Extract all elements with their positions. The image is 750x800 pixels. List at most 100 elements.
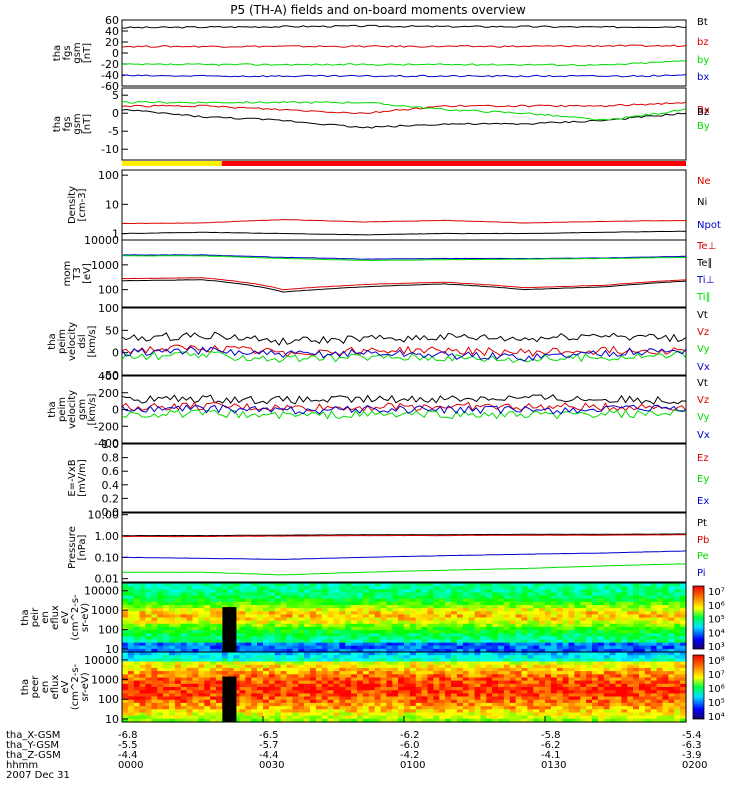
spectrogram-cell: [321, 664, 329, 669]
spectrogram-cell: [527, 648, 534, 653]
spectrogram-cell: [627, 652, 634, 656]
spectrogram-cell: [662, 683, 669, 688]
spectrogram-cell: [357, 655, 364, 659]
spectrogram-cell: [321, 630, 329, 634]
spectrogram-cell: [304, 583, 311, 587]
spectrogram-cell: [122, 598, 129, 603]
spectrogram-cell: [445, 712, 452, 717]
spectrogram-cell: [139, 699, 147, 704]
spectrogram-cell: [398, 611, 405, 615]
spectrogram-cell: [521, 620, 528, 625]
spectrogram-cell: [268, 639, 276, 644]
spectrogram-cell: [421, 683, 429, 688]
spectrogram-cell: [157, 589, 164, 593]
spectrogram-cell: [474, 671, 481, 675]
spectrogram-cell: [468, 715, 476, 720]
spectrogram-cell: [210, 671, 217, 675]
spectrogram-cell: [662, 652, 669, 656]
spectrogram-cell: [539, 639, 546, 644]
spectrogram-cell: [439, 667, 446, 672]
y-axis-label: [nT]: [82, 43, 93, 63]
spectrogram-cell: [445, 598, 452, 603]
spectrogram-cell: [627, 699, 634, 704]
spectrogram-cell: [515, 608, 523, 612]
spectrogram-cell: [221, 583, 229, 587]
spectrogram-cell: [151, 592, 158, 597]
spectrogram-cell: [480, 664, 487, 669]
spectrogram-cell: [633, 677, 640, 682]
spectrogram-cell: [521, 690, 528, 694]
spectrogram-cell: [404, 611, 411, 615]
spectrogram-cell: [451, 699, 458, 704]
spectrogram-cell: [257, 595, 264, 600]
spectrogram-cell: [169, 605, 176, 609]
spectrogram-cell: [656, 648, 664, 653]
spectrogram-cell: [163, 687, 170, 691]
spectrogram-cell: [433, 608, 440, 612]
spectrogram-cell: [257, 636, 264, 640]
spectrogram-cell: [298, 712, 305, 717]
spectrogram-cell: [433, 636, 440, 640]
spectrogram-cell: [204, 718, 211, 723]
spectrogram-cell: [315, 642, 323, 647]
spectrogram-cell: [668, 652, 675, 656]
spectrogram-cell: [274, 683, 282, 688]
spectrogram-cell: [480, 586, 487, 590]
series-line-Pt: [121, 533, 687, 537]
spectrogram-cell: [474, 636, 481, 640]
spectrogram-cell: [163, 620, 170, 625]
y-tick-label: 100: [98, 284, 119, 297]
spectrogram-cell: [592, 598, 599, 603]
spectrogram-cell: [351, 671, 358, 675]
spectrogram-cell: [204, 687, 211, 691]
x-row-value: -5.4: [682, 730, 702, 741]
spectrogram-cell: [386, 608, 393, 612]
spectrogram-cell: [345, 592, 352, 597]
spectrogram-cell: [380, 718, 387, 723]
spectrogram-cell: [662, 614, 669, 619]
x-row-value: -6.5: [259, 730, 279, 741]
spectrogram-cell: [427, 699, 434, 704]
spectrogram-cell: [674, 655, 681, 659]
spectrogram-cell: [451, 655, 458, 659]
spectrogram-cell: [474, 718, 481, 723]
spectrogram-cell: [492, 630, 499, 634]
spectrogram-cell: [509, 639, 517, 644]
spectrogram-cell: [345, 696, 352, 701]
spectrogram-cell: [509, 620, 517, 625]
spectrogram-cell: [680, 592, 687, 597]
spectrogram-cell: [351, 667, 358, 672]
spectrogram-cell: [263, 661, 270, 666]
spectrogram-cell: [668, 626, 675, 631]
spectrogram-cell: [151, 620, 158, 625]
spectrogram-cell: [122, 680, 129, 685]
spectrogram-cell: [580, 601, 587, 606]
spectrogram-cell: [268, 693, 276, 698]
spectrogram-cell: [439, 715, 446, 720]
spectrogram-cell: [233, 598, 241, 603]
spectrogram-cell: [574, 655, 581, 659]
spectrogram-cell: [245, 586, 252, 590]
spectrogram-cell: [492, 589, 499, 593]
spectrogram-cell: [386, 674, 393, 679]
spectrogram-cell: [644, 683, 652, 688]
spectrogram-cell: [580, 693, 587, 698]
spectrogram-cell: [192, 620, 199, 625]
spectrogram-cell: [503, 623, 511, 628]
spectrogram-cell: [333, 589, 340, 593]
spectrogram-cell: [216, 664, 223, 669]
spectrogram-cell: [550, 674, 558, 679]
spectrogram-cell: [333, 630, 340, 634]
spectrogram-cell: [415, 655, 423, 659]
spectrogram-cell: [198, 623, 205, 628]
spectrogram-cell: [321, 712, 329, 717]
spectrogram-cell: [274, 652, 282, 656]
spectrogram-cell: [174, 614, 182, 619]
spectrogram-cell: [492, 706, 499, 710]
y-axis-label: velocity: [67, 322, 78, 361]
spectrogram-cell: [503, 648, 511, 653]
spectrogram-cell: [568, 667, 575, 672]
y-tick-label: -5: [108, 125, 119, 138]
spectrogram-cell: [404, 718, 411, 723]
spectrogram-cell: [668, 687, 675, 691]
